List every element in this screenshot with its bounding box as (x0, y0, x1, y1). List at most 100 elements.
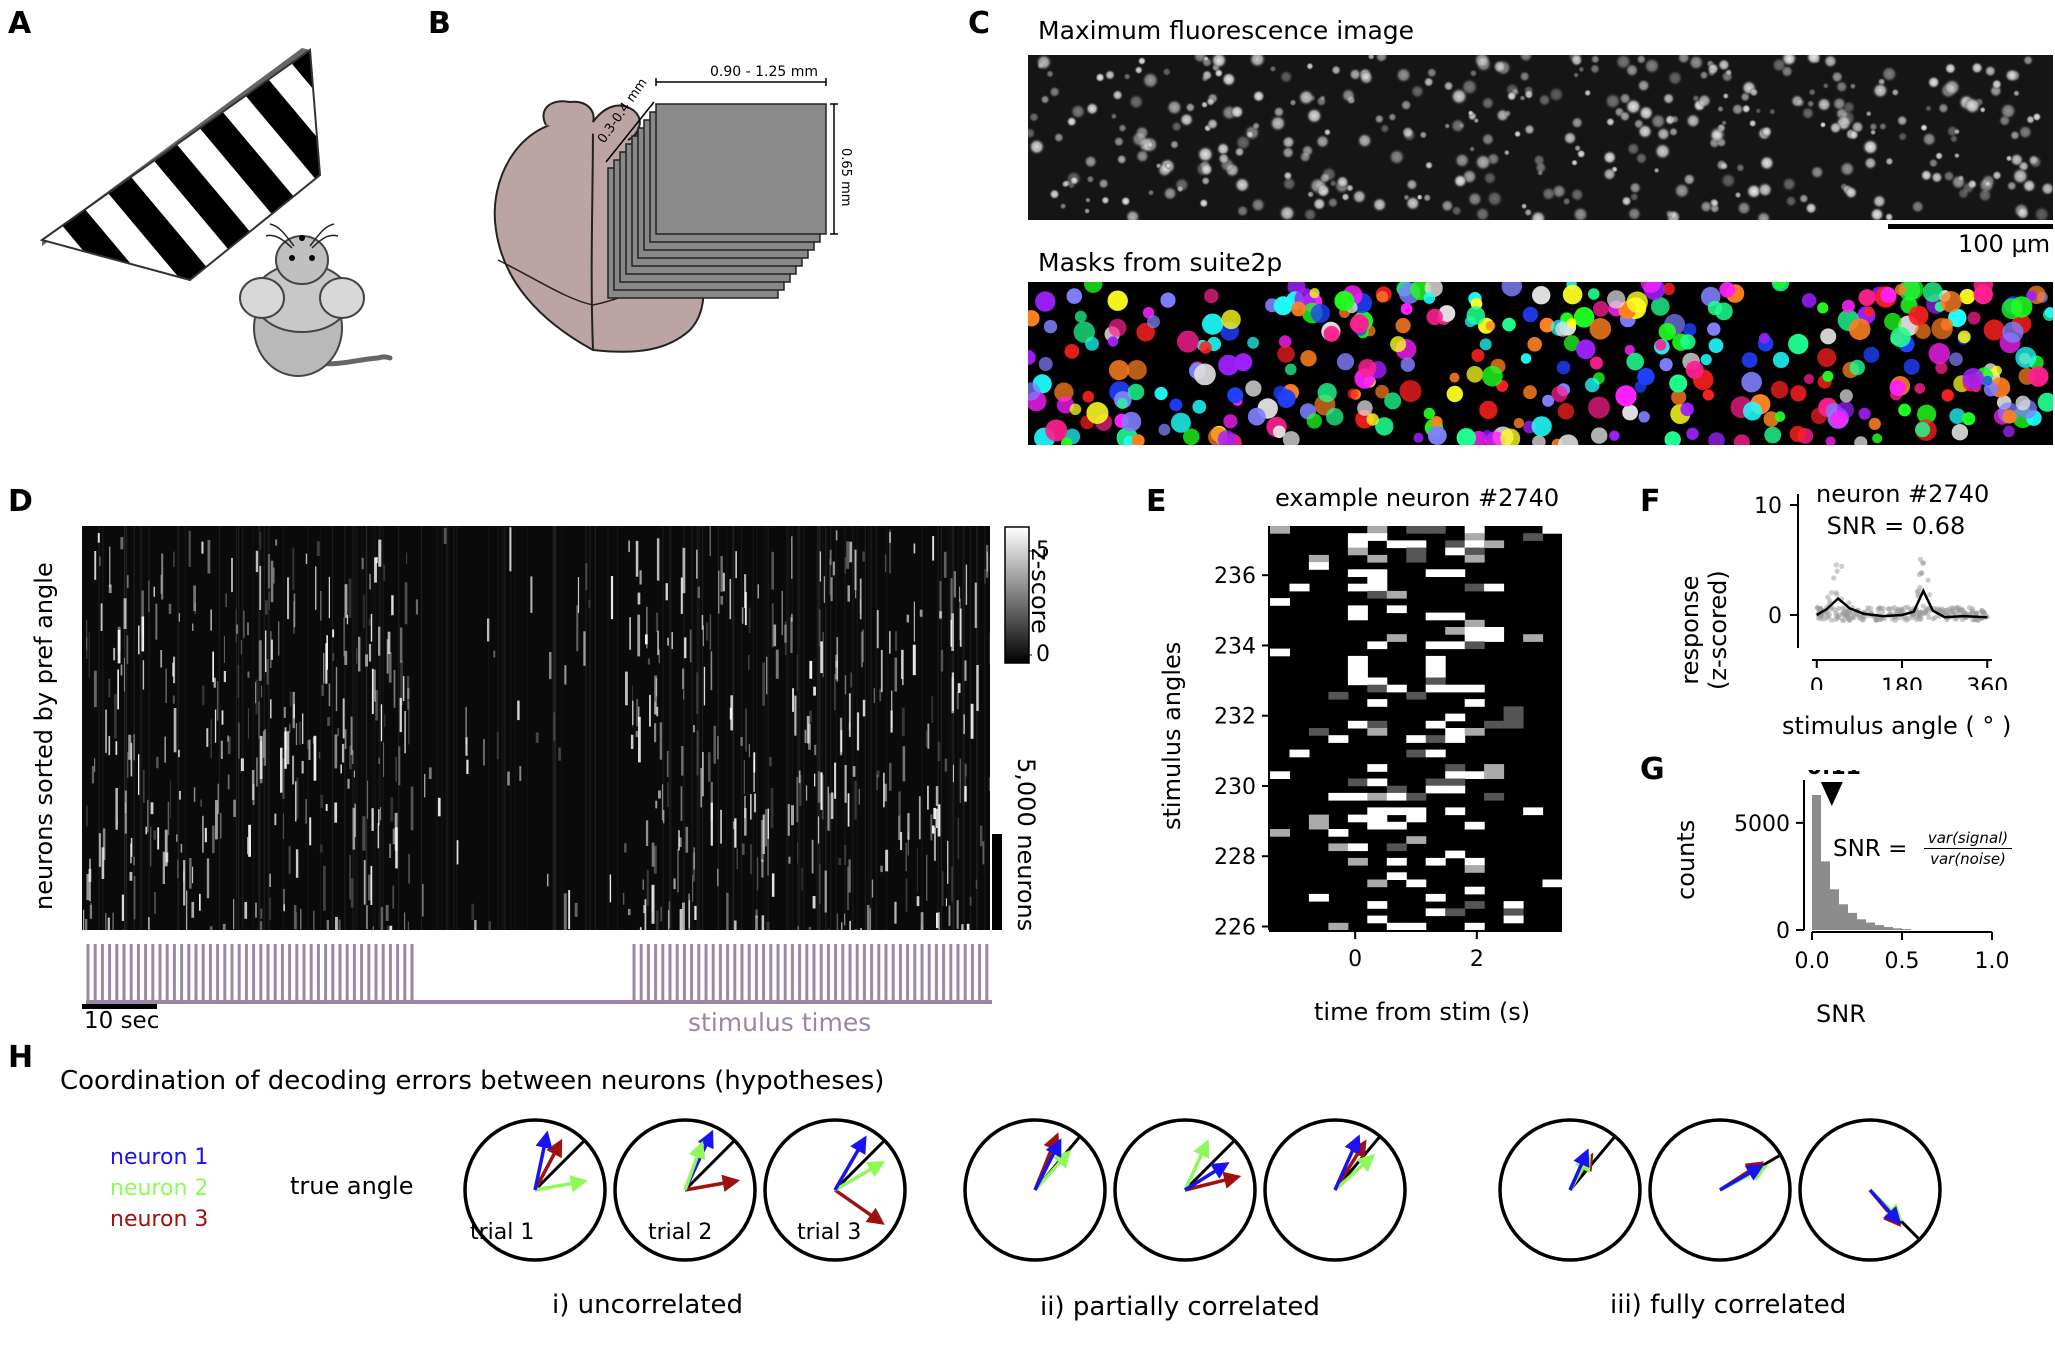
trial-response-cell (1445, 735, 1466, 743)
activity-column (701, 526, 704, 930)
activity-streak (509, 527, 512, 572)
activity-column (124, 526, 126, 930)
fluorescent-cell (1400, 99, 1412, 111)
activity-streak (99, 556, 101, 567)
fluorescent-cell (1269, 114, 1287, 132)
trial-response-cell (1445, 547, 1466, 556)
response-point (1895, 607, 1901, 613)
fluorescent-cell (1838, 109, 1857, 127)
activity-streak (240, 640, 242, 655)
activity-streak (846, 541, 850, 569)
trial-response-cell (1367, 583, 1388, 592)
activity-column (307, 526, 309, 930)
fluorescent-cell (1849, 82, 1857, 90)
activity-column (617, 526, 619, 930)
trial-response-cell (1445, 807, 1466, 816)
trial-response-cell (1425, 526, 1446, 534)
activity-streak (371, 668, 374, 714)
activity-streak (889, 532, 891, 543)
activity-streak (370, 865, 373, 905)
activity-streak (696, 730, 699, 776)
panel-g-ytick-label: 0 (1776, 919, 1790, 944)
trial-response-cell (1308, 728, 1329, 736)
fluorescent-cell (1053, 132, 1065, 143)
activity-streak (847, 866, 850, 910)
activity-streak (309, 817, 312, 846)
fluorescent-cell (1513, 130, 1522, 138)
activity-streak (192, 623, 194, 631)
activity-streak (192, 866, 194, 884)
activity-streak (117, 629, 121, 664)
activity-streak (173, 708, 177, 753)
activity-streak (986, 545, 989, 578)
activity-streak (643, 905, 646, 914)
activity-streak (173, 551, 175, 567)
trial-response-cell (1425, 720, 1446, 729)
trial-response-cell (1289, 749, 1310, 758)
fluorescent-cell (1113, 136, 1125, 148)
activity-streak (305, 553, 308, 564)
activity-column (875, 526, 878, 930)
true-angle-line (1183, 1139, 1236, 1192)
fluorescent-cell (1426, 67, 1438, 79)
fluorescent-cell (1199, 198, 1209, 208)
fluorescent-cell (1722, 92, 1730, 100)
fluorescent-cell (1699, 199, 1713, 214)
panel-label-g: G (1640, 752, 1665, 787)
activity-streak (354, 803, 356, 838)
fluorescent-cell (1085, 101, 1099, 116)
fluorescent-cell (1570, 116, 1584, 130)
activity-streak (263, 729, 267, 766)
activity-streak (750, 844, 752, 875)
activity-streak (984, 568, 986, 584)
activity-streak (349, 745, 352, 770)
trial-response-cell (1425, 857, 1446, 866)
roi-mask (1073, 321, 1095, 343)
fluorescent-cell (1524, 208, 1533, 217)
fluorescent-cell (1572, 206, 1589, 220)
activity-streak (334, 802, 338, 823)
activity-streak (109, 546, 111, 588)
roi-mask (1204, 288, 1219, 304)
trial-response-cell (1445, 612, 1466, 621)
roi-mask (1822, 370, 1834, 382)
activity-column (984, 526, 986, 930)
activity-streak (293, 593, 296, 628)
activity-streak (296, 777, 299, 819)
activity-streak (959, 758, 962, 804)
true-angle-label: true angle (290, 1172, 414, 1200)
activity-streak (635, 731, 639, 738)
trial-response-cell (1406, 547, 1427, 556)
roi-mask (1485, 320, 1496, 331)
activity-streak (844, 675, 847, 695)
fluorescent-cell (1977, 187, 1993, 203)
response-point (1846, 617, 1852, 623)
fluorescent-cell (1880, 65, 1898, 83)
activity-streak (90, 902, 92, 919)
activity-streak (142, 769, 145, 803)
trial-response-cell (1425, 893, 1446, 902)
activity-streak (956, 691, 959, 710)
panel-label-a: A (8, 6, 32, 41)
activity-streak (108, 584, 112, 594)
activity-streak (667, 637, 669, 646)
activity-streak (283, 888, 285, 910)
fluorescent-cell (1443, 80, 1454, 92)
activity-streak (386, 639, 389, 674)
roi-mask (1615, 385, 1637, 407)
panel-label-b: B (428, 6, 451, 41)
roi-mask (1400, 357, 1415, 372)
fluorescent-cell (1816, 96, 1832, 113)
roi-mask (1772, 282, 1786, 289)
activity-streak (385, 904, 389, 921)
activity-streak (988, 777, 990, 791)
stack-height-label: 0.65 mm (838, 148, 853, 206)
roi-mask (1501, 282, 1522, 297)
activity-streak (247, 837, 249, 855)
roi-mask (1446, 385, 1463, 403)
trial-response-cell (1406, 814, 1427, 823)
roi-mask (1957, 330, 1971, 344)
roi-mask (1708, 338, 1724, 353)
roi-mask (1764, 426, 1782, 444)
activity-streak (961, 924, 964, 930)
